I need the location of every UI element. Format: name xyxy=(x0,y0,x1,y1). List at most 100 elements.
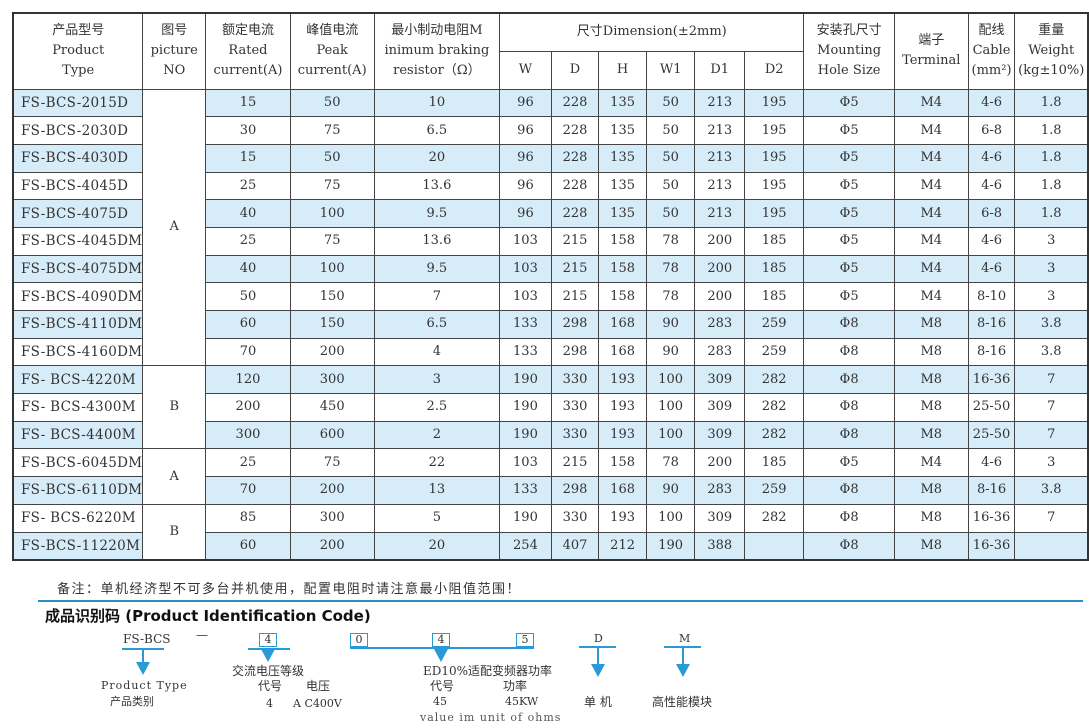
table-cell: 282 xyxy=(743,420,805,450)
table-cell: 158 xyxy=(598,282,647,311)
table-cell: 133 xyxy=(499,337,552,367)
table-cell: 4-6 xyxy=(967,448,1016,478)
table-cell: 193 xyxy=(598,420,647,450)
table-row: FS-BCS-6110DM 70 200 13 133 298 168 90 283 259 Φ8 M… xyxy=(12,476,1089,505)
table-cell: 228 xyxy=(550,171,600,201)
table-cell: 309 xyxy=(694,365,745,395)
table-row: FS- BCS-4400M 300 600 2 190 330 193 100 309 282 Φ8… xyxy=(12,420,1089,450)
ptype-cn: 产品类别 xyxy=(110,695,154,708)
table-cell: M4 xyxy=(893,171,969,201)
table-row: FS- BCS-6220M B 85 300 5 190 330 193 100 309 282 Φ8… xyxy=(12,503,1089,561)
header-w1: W1 xyxy=(645,50,696,90)
table-cell: 300 xyxy=(205,420,291,450)
code-dash: — xyxy=(196,628,208,642)
header-product-type: 产品型号 Product Type xyxy=(12,12,144,90)
table-cell: 215 xyxy=(550,448,600,478)
table-cell: M8 xyxy=(893,476,969,505)
table-cell: 158 xyxy=(598,448,647,478)
picture-cell: A xyxy=(142,448,207,505)
table-cell: 158 xyxy=(598,254,647,284)
product-type-cell: FS-BCS-4160DM xyxy=(12,337,144,367)
single-underline xyxy=(579,646,616,648)
table-cell: 185 xyxy=(743,282,805,311)
table-row: FS-BCS-2030D 30 75 6.5 96 228 135 50 213 195 Φ5 M4 6… xyxy=(12,116,1089,145)
table-cell: Φ8 xyxy=(803,337,895,367)
table-cell: 212 xyxy=(598,531,647,561)
table-cell: 3 xyxy=(1014,448,1089,478)
single-label: 单 机 xyxy=(584,695,612,709)
table-cell: 283 xyxy=(694,476,745,505)
table-cell: 168 xyxy=(598,476,647,505)
table-cell: 190 xyxy=(499,393,552,422)
table-cell: 215 xyxy=(550,254,600,284)
table-cell: Φ8 xyxy=(803,531,895,561)
table-cell: Φ5 xyxy=(803,254,895,284)
table-cell: 6.5 xyxy=(373,116,501,145)
table-cell: 50 xyxy=(289,88,375,118)
table-cell: 4 xyxy=(373,337,501,367)
table-cell: 3 xyxy=(1014,254,1089,284)
module-underline xyxy=(664,646,701,648)
table-cell: 96 xyxy=(499,116,552,145)
table-cell: 13 xyxy=(373,476,501,505)
table-cell: M8 xyxy=(893,365,969,395)
table-cell: 2 xyxy=(373,420,501,450)
header-h: H xyxy=(598,50,647,90)
table-cell: 1.8 xyxy=(1014,116,1089,145)
table-cell: 13.6 xyxy=(373,226,501,256)
product-type-cell: FS-BCS-4075DM xyxy=(12,254,144,284)
table-cell: 330 xyxy=(550,365,600,395)
table-cell: Φ5 xyxy=(803,226,895,256)
table-cell: 90 xyxy=(645,310,696,339)
ed-title: ED10%适配变频器功率 xyxy=(423,664,553,678)
table-cell: 75 xyxy=(289,116,375,145)
table-cell: 309 xyxy=(694,420,745,450)
table-cell: 7 xyxy=(1014,393,1089,422)
table-cell: M8 xyxy=(893,337,969,367)
table-cell: 282 xyxy=(743,503,805,533)
table-cell: 215 xyxy=(550,226,600,256)
table-cell: 185 xyxy=(743,254,805,284)
table-cell: 300 xyxy=(289,365,375,395)
table-cell: 103 xyxy=(499,448,552,478)
table-cell: 195 xyxy=(743,171,805,201)
product-type-cell: FS-BCS-6110DM xyxy=(12,476,144,505)
table-cell: Φ5 xyxy=(803,143,895,173)
table-cell: M4 xyxy=(893,88,969,118)
table-cell: Φ8 xyxy=(803,503,895,533)
table-row: FS-BCS-4075D 40 100 9.5 96 228 135 50 213 195 Φ5 M4… xyxy=(12,199,1089,228)
table-cell: 2.5 xyxy=(373,393,501,422)
product-type-cell: FS- BCS-4220M xyxy=(12,365,144,395)
table-cell: 30 xyxy=(205,116,291,145)
table-cell: 388 xyxy=(694,531,745,561)
table-cell: 40 xyxy=(205,254,291,284)
divider xyxy=(38,600,1083,602)
table-cell: 195 xyxy=(743,88,805,118)
product-type-cell: FS-BCS-4075D xyxy=(12,199,144,228)
table-cell: 20 xyxy=(373,143,501,173)
voltage-title: 交流电压等级 xyxy=(232,664,305,678)
table-cell: 195 xyxy=(743,143,805,173)
picture-cell: B xyxy=(142,365,207,450)
table-cell: 193 xyxy=(598,503,647,533)
table-cell: M4 xyxy=(893,448,969,478)
table-cell: 103 xyxy=(499,254,552,284)
table-cell: 200 xyxy=(289,476,375,505)
voltage-code-header: 代号 xyxy=(258,679,283,693)
table-cell: 25 xyxy=(205,448,291,478)
table-cell: Φ5 xyxy=(803,282,895,311)
ed-power-header: 功率 xyxy=(503,679,528,693)
table-cell: 50 xyxy=(205,282,291,311)
table-cell: 135 xyxy=(598,171,647,201)
table-cell: 78 xyxy=(645,448,696,478)
ed-overlay-text: value im unit of ohms xyxy=(420,711,562,724)
spec-table: 产品型号 Product Type 图号 picture NO 额定电流 Rated cur… xyxy=(12,12,1089,561)
table-cell: 85 xyxy=(205,503,291,533)
table-cell: M4 xyxy=(893,282,969,311)
table-row: FS-BCS-4160DM 70 200 4 133 298 168 90 283 259 Φ8 M8… xyxy=(12,337,1089,367)
table-cell: 8-16 xyxy=(967,310,1016,339)
voltage-code: 4 xyxy=(266,697,273,710)
header-terminal: 端子 Terminal xyxy=(893,12,969,90)
res-box-0: 0 xyxy=(350,633,368,647)
table-cell: 78 xyxy=(645,282,696,311)
